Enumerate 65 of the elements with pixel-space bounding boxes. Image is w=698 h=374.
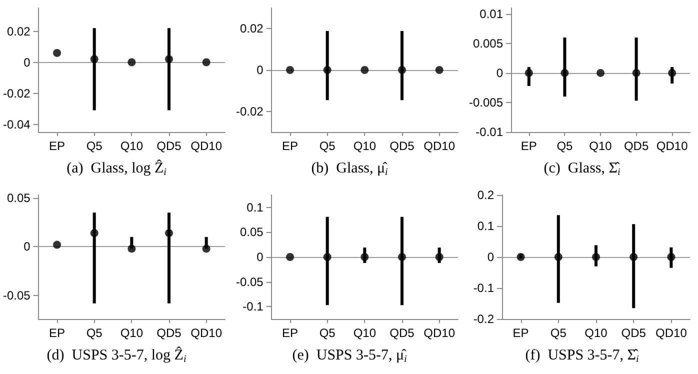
y-tick-label: 0.005 [472, 36, 504, 50]
y-tick-label: -0.04 [2, 117, 31, 132]
y-tick-label: -0.02 [2, 86, 31, 100]
y-tick-label: 0 [496, 66, 504, 80]
y-tick-label: 0.02 [6, 24, 31, 38]
y-tick-label: 0 [256, 250, 264, 264]
y-tick-label: 0 [487, 250, 494, 264]
y-tick-label: 0.1 [477, 219, 494, 233]
y-tick-label: -0.05 [2, 288, 31, 303]
y-tick-label: 0.01 [480, 6, 504, 21]
point [128, 244, 136, 253]
y-tick-label: -0.1 [473, 281, 494, 295]
x-tick-label: Q5 [319, 326, 336, 340]
x-tick-label: EP [512, 326, 529, 340]
y-tick-label: 0.1 [246, 200, 264, 214]
x-tick-label: Q5 [556, 139, 574, 153]
x-tick-label: QD10 [424, 139, 456, 153]
x-tick-label: Q5 [550, 326, 567, 340]
x-tick-label: Q10 [584, 326, 608, 340]
x-tick-label: QD10 [190, 139, 222, 153]
x-tick-label: QD5 [156, 326, 182, 340]
x-tick-label: QD5 [624, 139, 649, 153]
point [165, 55, 174, 64]
x-tick-label: Q5 [86, 326, 103, 340]
point [202, 244, 210, 253]
x-tick-label: Q10 [120, 139, 144, 153]
y-tick-label: 0.2 [477, 188, 494, 202]
y-tick-label: -0.02 [236, 104, 264, 118]
x-tick-label: QD10 [424, 326, 456, 340]
y-tick-label: 0.02 [240, 22, 264, 36]
x-tick-label: QD5 [621, 326, 646, 340]
x-tick-label: EP [49, 326, 66, 340]
x-tick-label: Q5 [319, 139, 336, 153]
point [202, 58, 210, 66]
y-tick-label: -0.2 [473, 312, 494, 326]
y-tick-label: -0.05 [236, 274, 264, 289]
y-tick-label: 0.05 [6, 190, 31, 205]
x-tick-label: QD5 [390, 326, 415, 340]
x-tick-label: EP [49, 139, 66, 153]
x-tick-label: Q10 [353, 139, 376, 153]
x-tick-label: EP [282, 139, 298, 153]
y-tick-label: -0.01 [476, 125, 504, 139]
point [90, 55, 98, 64]
x-tick-label: EP [520, 139, 537, 153]
x-tick-label: EP [282, 326, 298, 340]
y-tick-label: -0.1 [242, 300, 264, 314]
y-tick-label: 0 [256, 63, 264, 77]
x-tick-label: Q10 [589, 139, 612, 153]
y-tick-label: 0 [24, 240, 31, 254]
point [53, 48, 62, 57]
y-tick-label: -0.005 [468, 95, 504, 110]
y-tick-label: 0 [24, 55, 31, 70]
point [90, 229, 98, 238]
x-tick-label: QD5 [156, 139, 182, 153]
point [128, 58, 136, 66]
x-tick-label: Q5 [86, 139, 103, 153]
x-tick-label: QD10 [190, 326, 222, 340]
x-tick-label: Q10 [353, 326, 376, 340]
point [53, 240, 62, 249]
x-tick-label: Q10 [120, 326, 144, 340]
x-tick-label: QD5 [390, 139, 415, 153]
y-tick-label: 0.05 [240, 225, 264, 240]
x-tick-label: QD10 [656, 139, 688, 153]
point [165, 229, 174, 238]
x-tick-label: QD10 [656, 326, 688, 340]
